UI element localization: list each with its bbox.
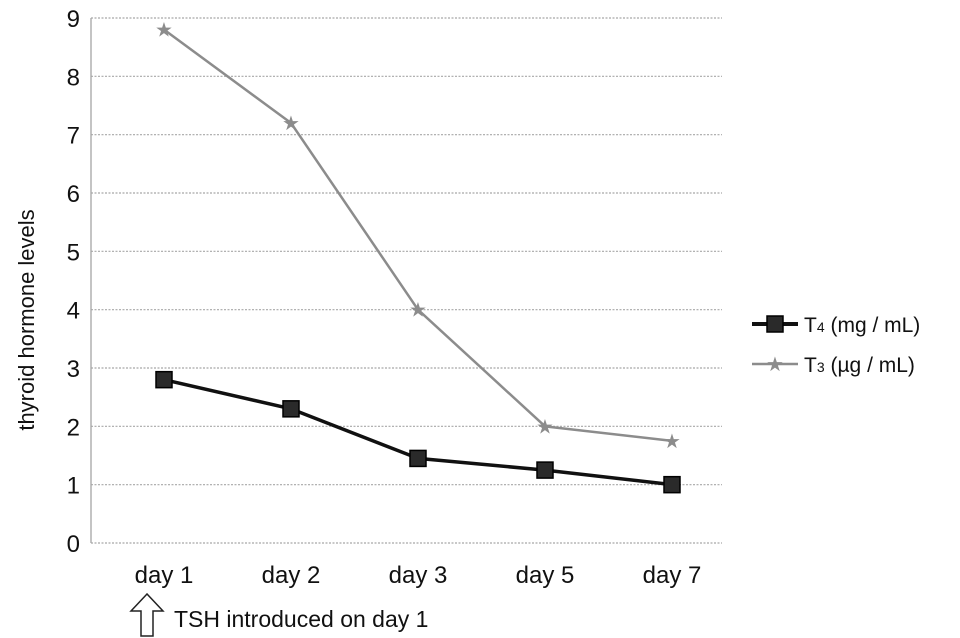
legend-marker-t4 — [766, 315, 784, 333]
y-tick-labels: 0 1 2 3 4 5 6 7 8 9 — [67, 6, 80, 558]
tsh-annotation: TSH introduced on day 1 — [129, 592, 428, 637]
legend-marker-t3: ★ — [766, 352, 784, 376]
y-tick-label: 3 — [67, 356, 80, 383]
data-point — [536, 461, 554, 479]
x-tick-labels: day 1 day 2 day 3 day 5 day 7 — [135, 562, 702, 589]
y-tick-label: 5 — [67, 239, 80, 266]
data-point: ★ — [663, 429, 681, 453]
grid-lines — [91, 17, 722, 544]
y-tick-label: 0 — [67, 531, 80, 558]
x-tick-label: day 2 — [262, 562, 321, 589]
x-tick-label: day 7 — [643, 562, 702, 589]
annotation-text: TSH introduced on day 1 — [174, 606, 428, 632]
legend-label-t4: T4 (mg / mL) — [804, 314, 920, 337]
y-tick-label: 2 — [67, 414, 80, 441]
x-tick-label: day 3 — [389, 562, 448, 589]
y-tick-label: 6 — [67, 181, 80, 208]
legend-item-t3: ★ T3 (µg / mL) — [752, 352, 915, 377]
data-point — [155, 370, 173, 389]
series-t3: ★ ★ ★ ★ ★ — [155, 18, 681, 453]
data-point — [282, 400, 300, 418]
legend: T4 (mg / mL) ★ T3 (µg / mL) — [752, 314, 920, 377]
y-tick-label: 4 — [67, 298, 80, 325]
legend-item-t4: T4 (mg / mL) — [752, 314, 920, 337]
data-point — [663, 475, 681, 494]
series-t4 — [155, 370, 681, 494]
y-tick-label: 8 — [67, 64, 80, 91]
y-axis-title: thyroid hormone levels — [14, 209, 39, 430]
data-point: ★ — [155, 18, 173, 42]
data-point: ★ — [536, 414, 554, 438]
series-layer: ★ ★ ★ ★ ★ — [155, 18, 681, 494]
x-tick-label: day 5 — [516, 562, 575, 589]
up-arrow-icon — [129, 592, 165, 637]
x-tick-label: day 1 — [135, 562, 194, 589]
data-point: ★ — [409, 298, 427, 322]
data-point — [409, 449, 427, 468]
legend-label-t3: T3 (µg / mL) — [804, 354, 915, 377]
y-tick-label: 1 — [67, 473, 80, 500]
data-point: ★ — [282, 111, 300, 135]
series-line — [163, 28, 673, 443]
y-tick-label: 9 — [67, 6, 80, 33]
y-tick-label: 7 — [67, 123, 80, 150]
